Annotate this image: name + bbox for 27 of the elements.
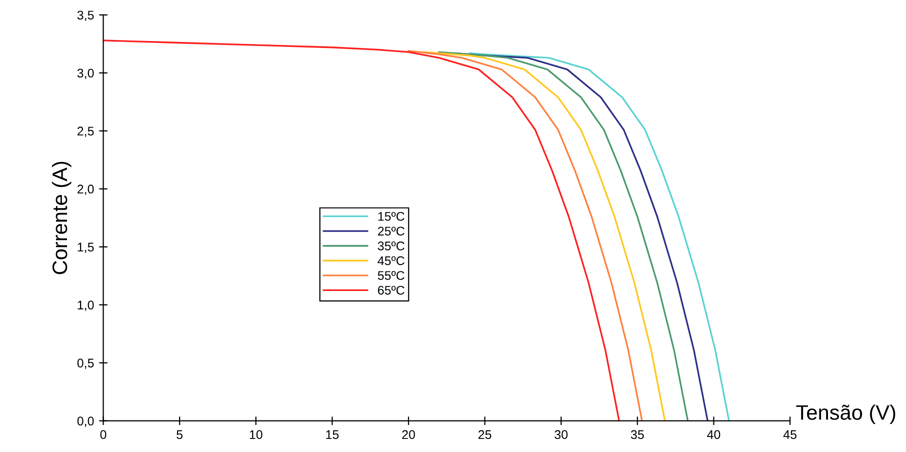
y-axis-title: Corrente (A) <box>52 162 72 274</box>
y-tick-label: 3,0 <box>77 68 94 80</box>
x-tick-label: 20 <box>402 430 415 440</box>
x-tick-label: 40 <box>707 430 720 440</box>
x-tick-label: 10 <box>250 430 262 440</box>
x-axis-title: Tensão (V) <box>796 404 896 424</box>
x-tick-label: 0 <box>100 430 106 440</box>
legend-label: 25ºC <box>378 226 404 236</box>
x-tick-label: 45 <box>783 430 796 440</box>
legend-label: 65ºC <box>378 286 404 295</box>
y-tick-label: 0,5 <box>77 358 94 369</box>
line-series <box>103 40 620 421</box>
y-tick-label: 2,0 <box>78 184 94 195</box>
y-tick-label: 1,5 <box>78 242 94 253</box>
x-tick-label: 5 <box>176 430 183 440</box>
x-tick-label: 15 <box>326 430 339 440</box>
x-tick-label: 35 <box>630 430 644 440</box>
x-tick-label: 25 <box>478 430 492 440</box>
legend-label: 55ºC <box>378 271 404 280</box>
y-tick-label: 0,0 <box>77 416 94 427</box>
x-tick-label: 30 <box>554 430 568 440</box>
y-tick-label: 1,0 <box>78 300 94 311</box>
y-tick-label: 3,5 <box>77 10 94 22</box>
legend-label: 35ºC <box>378 242 404 250</box>
legend-label: 15ºC <box>378 212 404 221</box>
y-tick-label: 2,5 <box>78 126 94 138</box>
legend-label: 45ºC <box>378 256 404 266</box>
